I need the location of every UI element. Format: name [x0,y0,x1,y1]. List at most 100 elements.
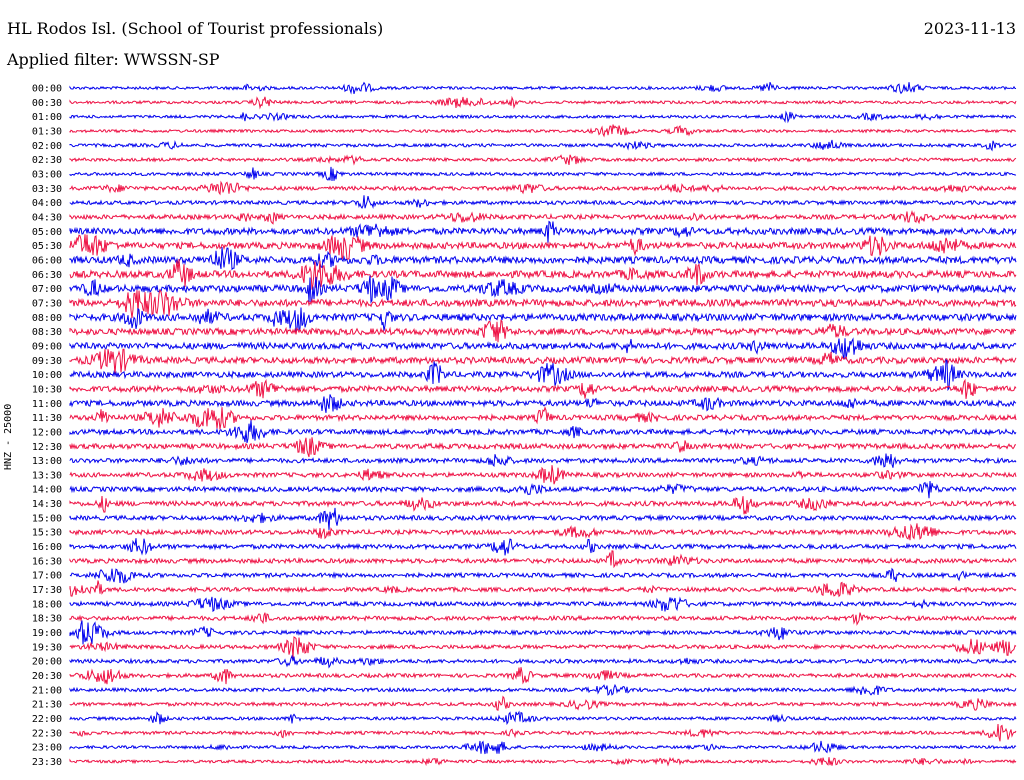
time-tick-label: 22:00 [32,714,62,725]
time-tick-label: 16:00 [32,542,62,553]
trace-line [69,723,1017,742]
trace-line [69,437,1017,458]
time-tick-label: 21:30 [32,700,62,711]
time-tick-label: 18:00 [32,599,62,610]
time-tick-label: 16:30 [32,556,62,567]
time-tick-label: 06:00 [32,255,62,266]
time-tick-label: 02:00 [32,141,62,152]
trace-line [69,740,1017,755]
time-tick-label: 18:30 [32,614,62,625]
time-tick-label: 07:30 [32,298,62,309]
trace-line [69,337,1017,360]
time-tick-label: 20:30 [32,671,62,682]
trace-line [69,523,1017,541]
time-tick-label: 13:30 [32,470,62,481]
time-tick-label: 11:30 [32,413,62,424]
trace-line [69,538,1017,556]
time-tick-label: 19:30 [32,642,62,653]
trace-line [69,496,1017,515]
trace-line [69,210,1017,225]
trace-line [69,507,1017,530]
time-tick-label: 13:00 [32,456,62,467]
trace-line [69,95,1017,110]
time-tick-label: 12:30 [32,442,62,453]
station-title: HL Rodos Isl. (School of Tourist profess… [7,19,384,38]
time-tick-label: 10:30 [32,384,62,395]
trace-line [69,275,1017,304]
time-tick-label: 14:00 [32,485,62,496]
trace-line [69,154,1017,166]
time-tick-label: 00:00 [32,84,62,95]
trace-line [69,81,1017,95]
time-tick-label: 15:00 [32,513,62,524]
record-date: 2023-11-13 [923,19,1016,38]
trace-line [69,289,1017,319]
trace-line [69,258,1017,290]
time-tick-label: 04:00 [32,198,62,209]
time-tick-label: 02:30 [32,155,62,166]
time-tick-label: 08:30 [32,327,62,338]
trace-line [69,307,1017,333]
trace-line [69,636,1017,659]
trace-line [69,453,1017,468]
time-tick-label: 14:30 [32,499,62,510]
time-tick-label: 09:00 [32,341,62,352]
time-tick-label: 03:00 [32,169,62,180]
trace-line [69,667,1017,685]
time-tick-label: 15:30 [32,528,62,539]
filter-label: Applied filter: WWSSN-SP [7,50,220,69]
trace-line [69,247,1017,271]
trace-line [69,612,1017,626]
trace-line [69,756,1017,767]
time-tick-label: 17:30 [32,585,62,596]
trace-line [69,124,1017,138]
trace-line [69,110,1017,124]
trace-line [69,596,1017,613]
time-tick-label: 20:00 [32,657,62,668]
time-tick-label: 09:30 [32,356,62,367]
trace-line [69,234,1017,261]
trace-line [69,695,1017,711]
trace-line [69,378,1017,399]
trace-line [69,348,1017,374]
trace-line [69,481,1017,499]
time-tick-label: 05:30 [32,241,62,252]
time-tick-label: 08:00 [32,313,62,324]
time-tick-label: 06:30 [32,270,62,281]
trace-line [69,654,1017,669]
trace-line [69,195,1017,210]
trace-line [69,550,1017,569]
trace-line [69,620,1017,645]
trace-line [69,319,1017,343]
time-tick-label: 00:30 [32,98,62,109]
time-tick-label: 01:00 [32,112,62,123]
time-tick-label: 11:00 [32,399,62,410]
trace-line [69,683,1017,696]
time-tick-label: 10:00 [32,370,62,381]
time-tick-label: 21:00 [32,685,62,696]
trace-line [69,180,1017,196]
trace-line [69,580,1017,598]
time-tick-label: 19:00 [32,628,62,639]
trace-line [69,166,1017,182]
time-tick-label: 04:30 [32,212,62,223]
trace-line [69,710,1017,726]
trace-line [69,406,1017,430]
trace-line [69,394,1017,413]
time-tick-label: 12:00 [32,427,62,438]
time-tick-label: 23:30 [32,757,62,768]
time-tick-label: 05:00 [32,227,62,238]
trace-line [69,420,1017,444]
trace-line [69,139,1017,152]
trace-line [69,358,1017,392]
trace-line [69,220,1017,244]
time-tick-label: 07:00 [32,284,62,295]
trace-line [69,465,1017,485]
time-tick-label: 17:00 [32,571,62,582]
trace-line [69,567,1017,584]
time-tick-label: 23:00 [32,743,62,754]
time-tick-label: 22:30 [32,728,62,739]
time-tick-label: 01:30 [32,126,62,137]
time-tick-label: 03:30 [32,184,62,195]
